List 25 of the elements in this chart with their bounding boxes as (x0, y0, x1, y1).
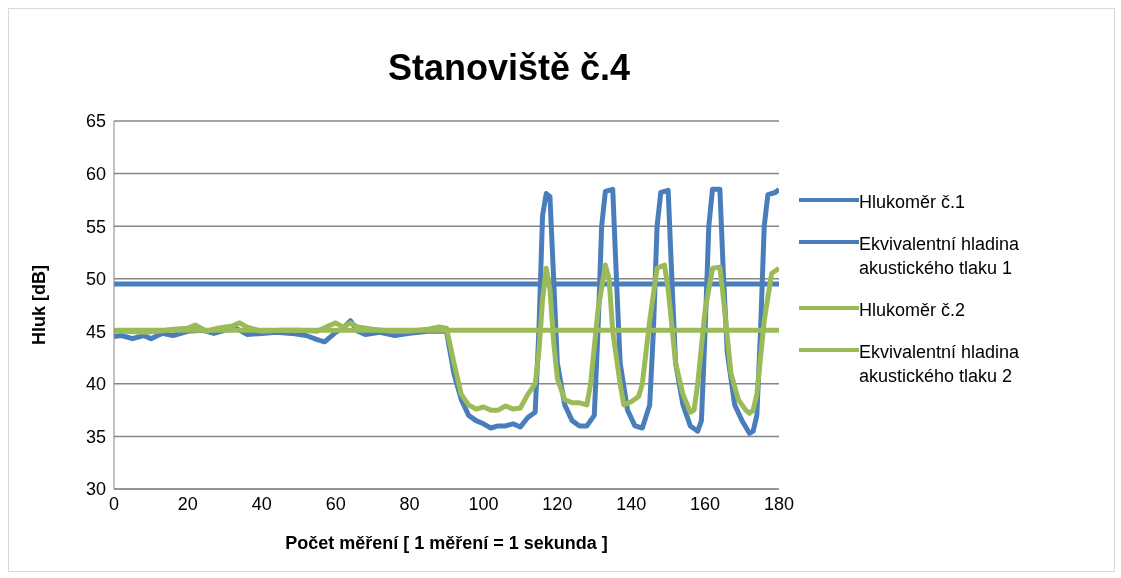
y-axis-title: Hluk [dB] (29, 265, 50, 345)
legend-label: Hlukoměr č.1 (859, 191, 967, 214)
legend-label: Hlukoměr č.2 (859, 299, 967, 322)
x-tick-label: 140 (616, 493, 647, 514)
y-tick-label: 30 (85, 479, 106, 500)
x-tick-label: 80 (399, 493, 420, 514)
y-tick-label: 60 (85, 163, 106, 184)
y-tick-label: 65 (85, 111, 106, 132)
x-tick-label: 60 (325, 493, 346, 514)
y-tick-label: 55 (85, 216, 106, 237)
x-tick-label: 100 (468, 493, 499, 514)
y-tick-label: 45 (85, 321, 106, 342)
y-tick-label: 40 (85, 374, 106, 395)
x-tick-label: 160 (690, 493, 721, 514)
x-tick-label: 180 (763, 493, 795, 514)
legend-label: Ekvivalentní hladina akustického tlaku 1 (859, 233, 1021, 280)
x-tick-label: 0 (108, 493, 120, 514)
legend-label: Ekvivalentní hladina akustického tlaku 2 (859, 341, 1021, 388)
x-tick-label: 40 (251, 493, 272, 514)
x-tick-label: 20 (177, 493, 198, 514)
y-tick-label: 50 (85, 269, 106, 290)
x-axis-title: Počet měření [ 1 měření = 1 sekunda ] (285, 533, 608, 553)
y-tick-label: 35 (85, 426, 106, 447)
x-tick-label: 120 (542, 493, 573, 514)
chart-title: Stanoviště č.4 (386, 47, 632, 89)
